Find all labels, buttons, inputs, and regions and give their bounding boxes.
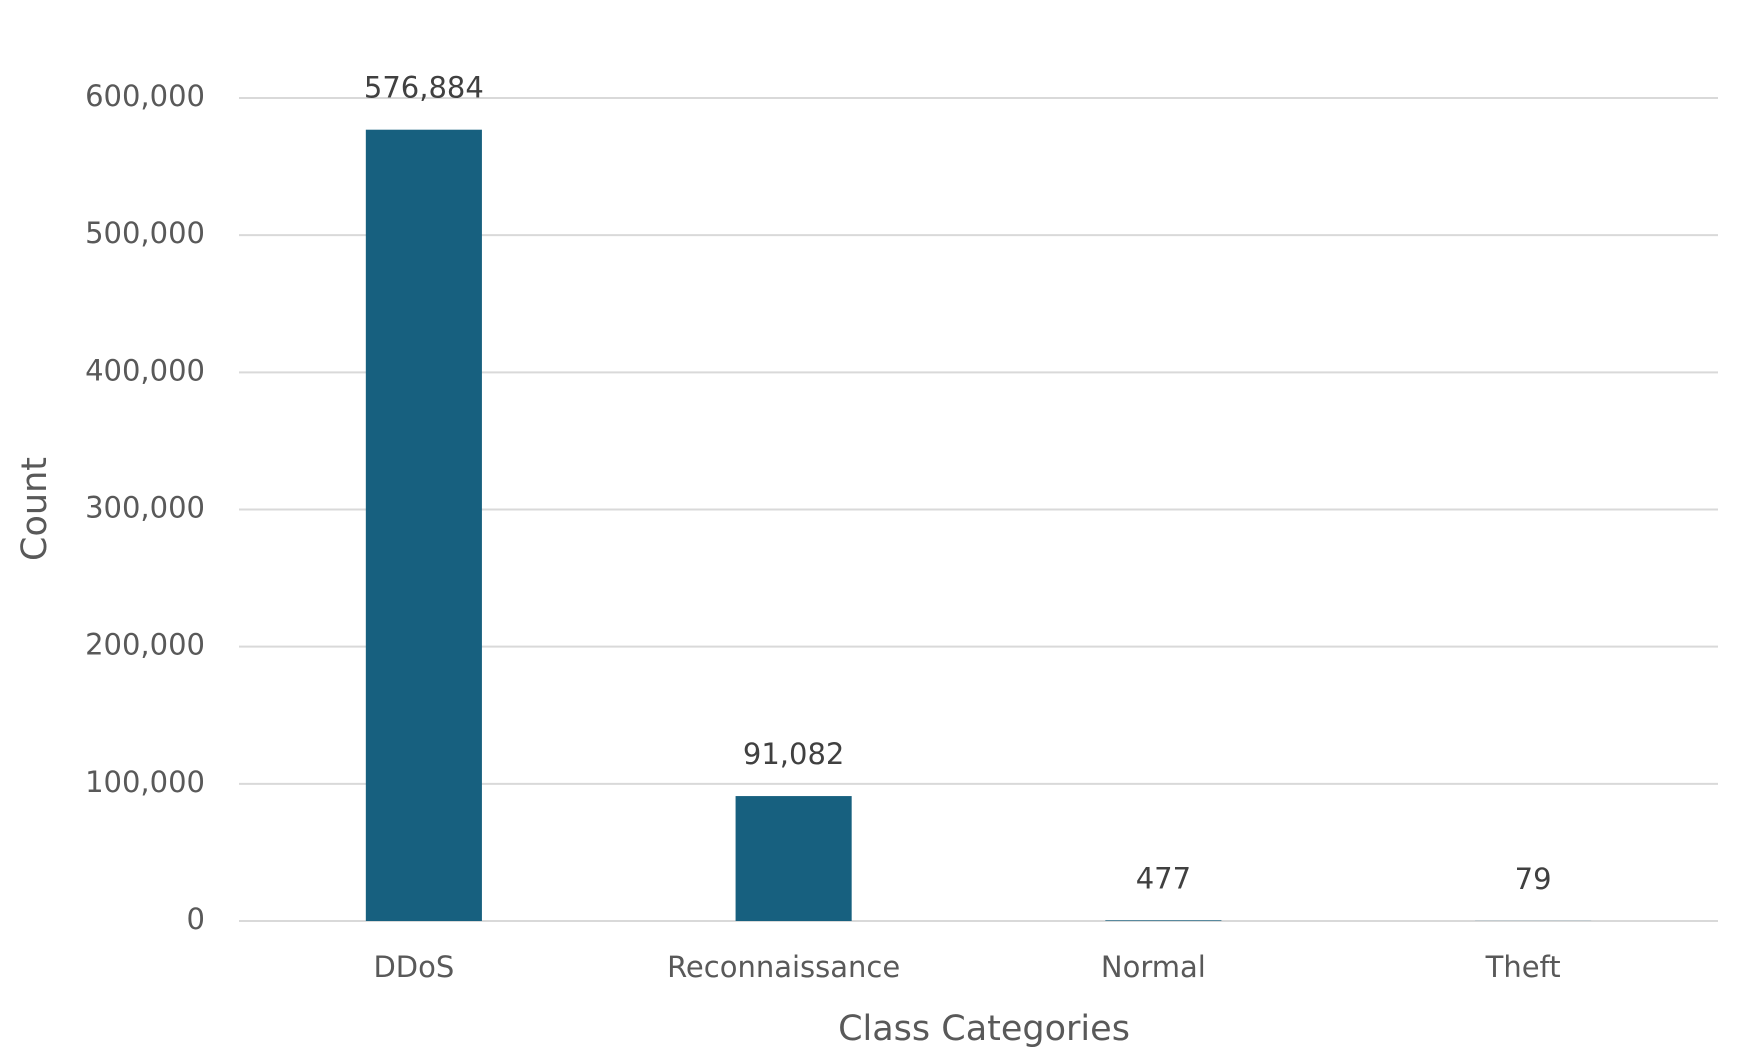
y-tick-label: 600,000 (85, 79, 205, 113)
y-tick-label: 0 (187, 902, 205, 936)
bar (365, 129, 482, 921)
y-tick-label: 100,000 (85, 765, 205, 799)
y-tick-label: 300,000 (85, 491, 205, 525)
data-label: 576,884 (364, 71, 484, 105)
bar (735, 796, 852, 921)
data-label: 477 (1136, 861, 1191, 895)
x-tick-label: Reconnaissance (667, 950, 900, 984)
x-tick-label: Normal (1101, 950, 1206, 984)
x-axis-title: Class Categories (838, 1009, 1130, 1049)
y-tick-label: 200,000 (85, 628, 205, 662)
y-tick-label: 400,000 (85, 353, 205, 387)
x-tick-label: Theft (1485, 950, 1561, 984)
x-tick-label: DDoS (373, 950, 454, 984)
bar (1105, 920, 1222, 921)
data-label: 79 (1515, 862, 1552, 896)
data-label: 91,082 (743, 737, 844, 771)
y-tick-label: 500,000 (85, 216, 205, 250)
y-axis-title: Count (15, 457, 55, 561)
